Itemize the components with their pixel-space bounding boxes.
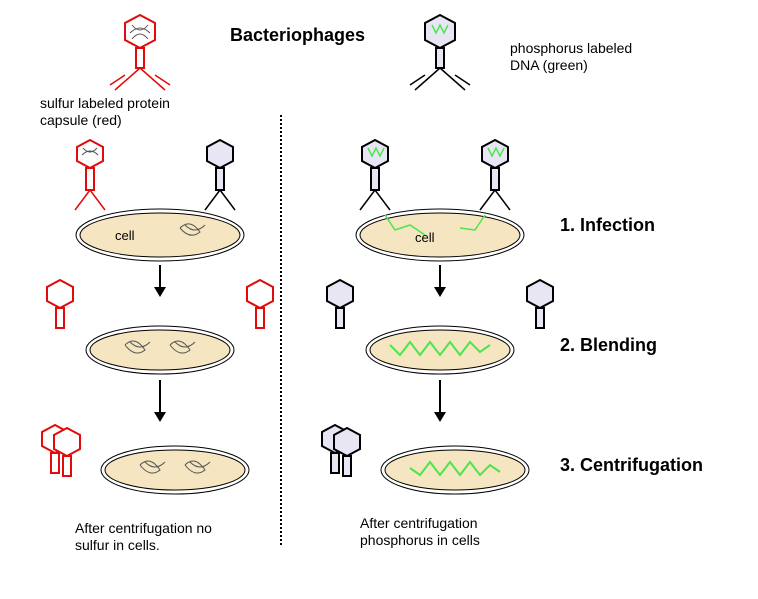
sulfur-caption-1: sulfur labeled protein	[40, 95, 170, 111]
right-infection	[330, 140, 550, 260]
sulfur-caption-2: capsule (red)	[40, 112, 122, 128]
step2-label: 2. Blending	[560, 335, 657, 356]
cell-label-right: cell	[415, 230, 435, 245]
left-infection	[50, 140, 270, 260]
cell-label-left: cell	[115, 228, 135, 243]
left-blending	[35, 280, 285, 380]
diagram-title: Bacteriophages	[230, 25, 365, 46]
result-left-2: sulfur in cells.	[75, 537, 160, 553]
right-blending	[315, 280, 565, 380]
step3-label: 3. Centrifugation	[560, 455, 703, 476]
result-right-1: After centrifugation	[360, 515, 478, 531]
step1-label: 1. Infection	[560, 215, 655, 236]
right-centrifugation	[315, 420, 565, 500]
phosphorus-caption-2: DNA (green)	[510, 57, 588, 73]
result-left-1: After centrifugation no	[75, 520, 212, 536]
arrow-right-2	[430, 380, 450, 425]
phosphorus-caption-1: phosphorus labeled	[510, 40, 632, 56]
result-right-2: phosphorus in cells	[360, 532, 480, 548]
left-centrifugation	[35, 420, 285, 500]
phage-red-top	[110, 15, 230, 95]
arrow-left-2	[150, 380, 170, 425]
